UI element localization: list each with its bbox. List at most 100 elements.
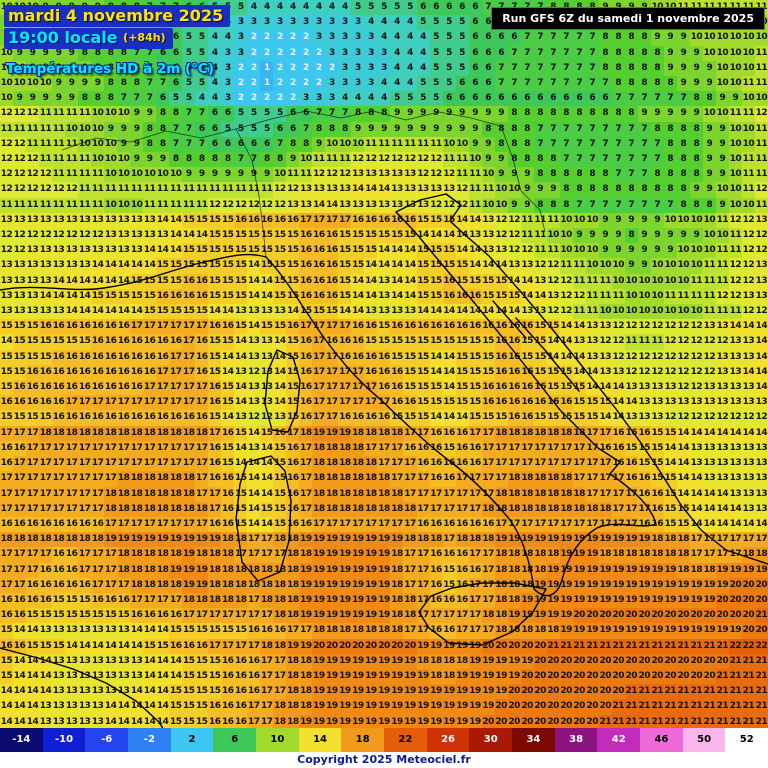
temperature-value: 7 — [598, 197, 612, 213]
temperature-value: 16 — [169, 608, 183, 624]
temperature-value: 10 — [676, 243, 690, 259]
temperature-value: 7 — [520, 45, 534, 61]
temperature-value: 13 — [754, 440, 768, 457]
temperature-value: 18 — [156, 486, 170, 502]
temperature-value: 16 — [143, 334, 157, 350]
temperature-value: 13 — [52, 304, 66, 320]
temperature-value: 15 — [65, 334, 79, 350]
temperature-value: 12 — [676, 410, 690, 426]
temperature-value: 19 — [663, 562, 677, 578]
temperature-value: 16 — [26, 364, 40, 381]
temperature-value: 15 — [65, 608, 79, 624]
temperature-value: 9 — [52, 76, 66, 92]
temperature-value: 13 — [299, 197, 313, 213]
temperature-value: 15 — [26, 319, 40, 335]
temperature-value: 10 — [104, 136, 118, 153]
temperature-value: 14 — [494, 304, 508, 320]
temperature-value: 18 — [650, 532, 664, 548]
temperature-value: 19 — [351, 532, 365, 548]
temperature-value: 14 — [273, 380, 287, 396]
temperature-value: 9 — [312, 136, 326, 153]
temperature-value: 18 — [520, 425, 534, 441]
temperature-value: 11 — [689, 273, 703, 289]
temperature-value: 11 — [52, 136, 66, 153]
temperature-value: 17 — [117, 456, 131, 472]
temperature-value: 17 — [520, 456, 534, 472]
temperature-value: 16 — [39, 395, 53, 411]
temperature-value: 15 — [78, 608, 92, 624]
temperature-value: 16 — [403, 212, 417, 229]
temperature-value: 13 — [390, 197, 404, 213]
temperature-value: 10 — [91, 121, 105, 137]
temperature-value: 20 — [533, 684, 547, 700]
temperature-value: 13 — [104, 668, 118, 685]
temperature-value: 14 — [26, 623, 40, 639]
temperature-value: 13 — [585, 319, 599, 335]
temperature-value: 10 — [637, 304, 651, 320]
temperature-value: 10 — [559, 212, 573, 229]
temperature-value: 21 — [663, 699, 677, 715]
temperature-value: 17 — [481, 486, 495, 502]
temperature-value: 18 — [325, 486, 339, 502]
temperature-value: 15 — [143, 288, 157, 305]
temperature-value: 5 — [364, 0, 378, 16]
temperature-value: 21 — [689, 714, 703, 730]
temperature-value: 16 — [507, 349, 521, 365]
temperature-value: 16 — [611, 456, 625, 472]
temperature-value: 7 — [546, 76, 560, 92]
temperature-value: 2 — [299, 30, 313, 46]
temperature-value: 12 — [351, 152, 365, 168]
temperature-value: 11 — [156, 197, 170, 213]
temperature-value: 12 — [13, 182, 27, 198]
temperature-value: 16 — [39, 516, 53, 533]
temperature-value: 18 — [533, 471, 547, 487]
temperature-value: 16 — [78, 319, 92, 335]
temperature-value: 2 — [312, 76, 326, 92]
temperature-value: 16 — [78, 516, 92, 533]
temperature-value: 18 — [403, 592, 417, 609]
temperature-value: 18 — [273, 638, 287, 654]
temperature-value: 8 — [611, 30, 625, 46]
temperature-value: 11 — [247, 182, 261, 198]
temperature-value: 18 — [403, 501, 417, 517]
temperature-value: 20 — [676, 668, 690, 685]
temperature-value: 17 — [247, 638, 261, 654]
temperature-value: 14 — [117, 258, 131, 274]
temperature-value: 14 — [611, 395, 625, 411]
temperature-value: 11 — [754, 136, 768, 153]
temperature-value: 20 — [572, 699, 586, 715]
temperature-value: 19 — [325, 699, 339, 715]
temperature-value: 3 — [364, 76, 378, 92]
temperature-value: 19 — [299, 532, 313, 548]
temperature-value: 21 — [715, 638, 729, 654]
temperature-value: 7 — [182, 136, 196, 153]
temperature-value: 6 — [468, 91, 482, 107]
temperature-value: 14 — [559, 349, 573, 365]
temperature-value: 16 — [208, 319, 222, 335]
temperature-value: 13 — [741, 486, 755, 502]
temperature-value: 20 — [572, 668, 586, 685]
temperature-value: 15 — [351, 243, 365, 259]
temperature-value: 16 — [91, 319, 105, 335]
temperature-value: 18 — [377, 486, 391, 502]
temperature-value: 7 — [624, 167, 638, 183]
temperature-value: 17 — [26, 425, 40, 441]
temperature-value: 11 — [702, 258, 716, 274]
temperature-value: 14 — [442, 349, 456, 365]
temperature-value: 15 — [286, 288, 300, 305]
temperature-value: 20 — [741, 623, 755, 639]
temperature-value: 13 — [104, 243, 118, 259]
temperature-value: 14 — [156, 653, 170, 669]
temperature-value: 17 — [455, 471, 469, 487]
temperature-value: 16 — [13, 395, 27, 411]
temperature-value: 15 — [221, 623, 235, 639]
temperature-value: 18 — [221, 562, 235, 578]
temperature-value: 16 — [377, 212, 391, 229]
temperature-value: 5 — [442, 60, 456, 77]
temperature-value: 17 — [104, 471, 118, 487]
temperature-value: 15 — [663, 486, 677, 502]
temperature-value: 12 — [507, 212, 521, 229]
temperature-value: 19 — [637, 577, 651, 593]
temperature-value: 17 — [169, 592, 183, 609]
temperature-value: 11 — [299, 167, 313, 183]
